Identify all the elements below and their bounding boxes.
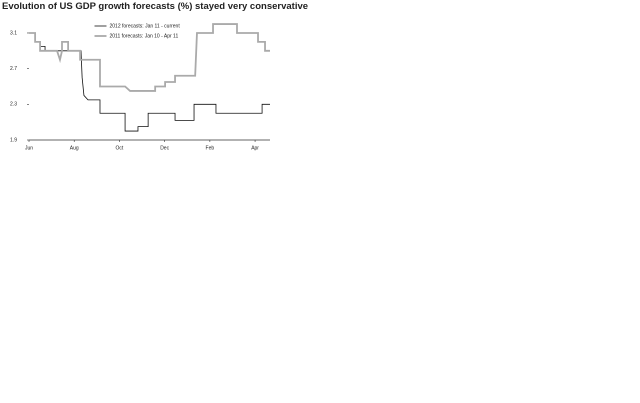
y-tick-label: 2.3 bbox=[10, 102, 17, 108]
y-tick-label: 1.9 bbox=[10, 137, 17, 143]
x-tick-label: Jun bbox=[25, 145, 33, 151]
x-tick-label: Aug bbox=[70, 145, 79, 151]
series-line bbox=[29, 23, 270, 92]
legend-label: 2011 forecasts: Jan 10 - Apr 11 bbox=[110, 33, 179, 39]
x-tick-label: Feb bbox=[206, 145, 215, 151]
series-line bbox=[29, 32, 270, 132]
y-tick-label: 2.7 bbox=[10, 66, 17, 72]
legend-label: 2012 forecasts: Jan 11 - current bbox=[110, 23, 181, 29]
x-tick-label: Apr bbox=[251, 145, 259, 151]
y-tick-label: 3.1 bbox=[10, 30, 17, 36]
x-tick-label: Dec bbox=[160, 145, 169, 151]
chart-title: Evolution of US GDP growth forecasts (%)… bbox=[2, 1, 308, 12]
x-tick-label: Oct bbox=[116, 145, 124, 151]
